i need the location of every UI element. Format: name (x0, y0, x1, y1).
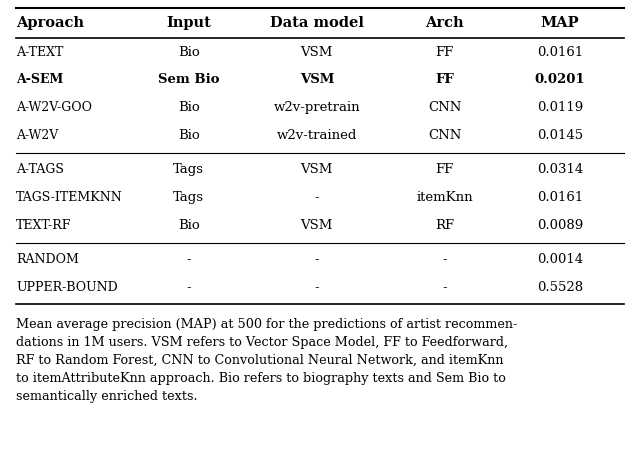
Text: w2v-pretrain: w2v-pretrain (273, 101, 360, 115)
Text: 0.0145: 0.0145 (537, 129, 583, 143)
Text: 0.0089: 0.0089 (537, 219, 583, 233)
Text: Bio: Bio (178, 101, 200, 115)
Text: -: - (186, 254, 191, 266)
Text: VSM: VSM (301, 219, 333, 233)
Text: Data model: Data model (270, 16, 364, 30)
Text: 0.0014: 0.0014 (537, 254, 583, 266)
Text: Bio: Bio (178, 46, 200, 58)
Text: -: - (314, 191, 319, 204)
Text: RF to Random Forest, CNN to Convolutional Neural Network, and itemKnn: RF to Random Forest, CNN to Convolutiona… (16, 354, 504, 367)
Text: FF: FF (436, 164, 454, 176)
Text: -: - (314, 254, 319, 266)
Text: 0.0161: 0.0161 (537, 191, 583, 204)
Text: UPPER-BOUND: UPPER-BOUND (16, 282, 118, 294)
Text: TEXT-RF: TEXT-RF (16, 219, 72, 233)
Text: Bio: Bio (178, 219, 200, 233)
Text: RF: RF (435, 219, 454, 233)
Text: VSM: VSM (301, 164, 333, 176)
Text: FF: FF (435, 73, 454, 86)
Text: CNN: CNN (428, 101, 461, 115)
Text: A-SEM: A-SEM (16, 73, 63, 86)
Text: Arch: Arch (426, 16, 464, 30)
Text: A-W2V-GOO: A-W2V-GOO (16, 101, 92, 115)
Text: -: - (186, 282, 191, 294)
Text: Tags: Tags (173, 164, 204, 176)
Text: Aproach: Aproach (16, 16, 84, 30)
Text: -: - (314, 282, 319, 294)
Text: VSM: VSM (300, 73, 334, 86)
Text: A-W2V: A-W2V (16, 129, 58, 143)
Text: MAP: MAP (541, 16, 579, 30)
Text: 0.5528: 0.5528 (537, 282, 583, 294)
Text: A-TAGS: A-TAGS (16, 164, 64, 176)
Text: Input: Input (166, 16, 211, 30)
Text: Sem Bio: Sem Bio (158, 73, 220, 86)
Text: Tags: Tags (173, 191, 204, 204)
Text: w2v-trained: w2v-trained (276, 129, 357, 143)
Text: -: - (442, 282, 447, 294)
Text: 0.0201: 0.0201 (534, 73, 586, 86)
Text: dations in 1M users. VSM refers to Vector Space Model, FF to Feedforward,: dations in 1M users. VSM refers to Vecto… (16, 336, 508, 349)
Text: TAGS-ITEMKNN: TAGS-ITEMKNN (16, 191, 123, 204)
Text: 0.0314: 0.0314 (537, 164, 583, 176)
Text: A-TEXT: A-TEXT (16, 46, 63, 58)
Text: to itemAttributeKnn approach. Bio refers to biography texts and Sem Bio to: to itemAttributeKnn approach. Bio refers… (16, 372, 506, 385)
Text: FF: FF (436, 46, 454, 58)
Text: -: - (442, 254, 447, 266)
Text: 0.0161: 0.0161 (537, 46, 583, 58)
Text: RANDOM: RANDOM (16, 254, 79, 266)
Text: CNN: CNN (428, 129, 461, 143)
Text: Mean average precision (MAP) at 500 for the predictions of artist recommen-: Mean average precision (MAP) at 500 for … (16, 318, 517, 331)
Text: itemKnn: itemKnn (417, 191, 473, 204)
Text: VSM: VSM (301, 46, 333, 58)
Text: Bio: Bio (178, 129, 200, 143)
Text: 0.0119: 0.0119 (537, 101, 583, 115)
Text: semantically enriched texts.: semantically enriched texts. (16, 390, 198, 403)
